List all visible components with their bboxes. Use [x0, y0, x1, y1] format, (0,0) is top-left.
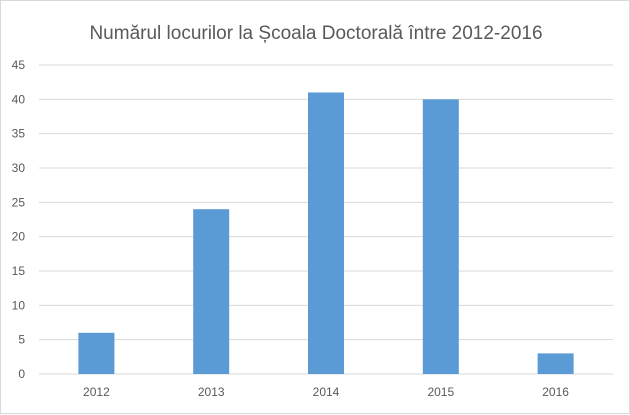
bar-2014 — [308, 92, 344, 374]
y-tick-label: 30 — [12, 161, 26, 175]
y-tick-label: 10 — [12, 298, 26, 312]
x-tick-label: 2014 — [313, 385, 340, 399]
x-tick-label: 2015 — [427, 385, 454, 399]
bar-2016 — [537, 353, 574, 374]
y-tick-label: 25 — [12, 195, 26, 209]
chart-title: Numărul locurilor la Școala Doctorală în… — [89, 23, 542, 44]
y-tick-label: 5 — [18, 333, 25, 347]
y-tick-label: 45 — [12, 58, 26, 72]
bar-2012 — [78, 332, 115, 374]
x-tick-label: 2012 — [83, 385, 110, 399]
y-tick-label: 20 — [12, 230, 26, 244]
bar-2013 — [193, 209, 230, 374]
y-tick-label: 40 — [12, 92, 26, 106]
y-tick-label: 15 — [12, 264, 26, 278]
bar-2015 — [422, 99, 459, 374]
y-tick-label: 0 — [18, 367, 25, 381]
y-tick-label: 35 — [12, 127, 26, 141]
x-tick-label: 2013 — [198, 385, 225, 399]
x-tick-label: 2016 — [542, 385, 569, 399]
